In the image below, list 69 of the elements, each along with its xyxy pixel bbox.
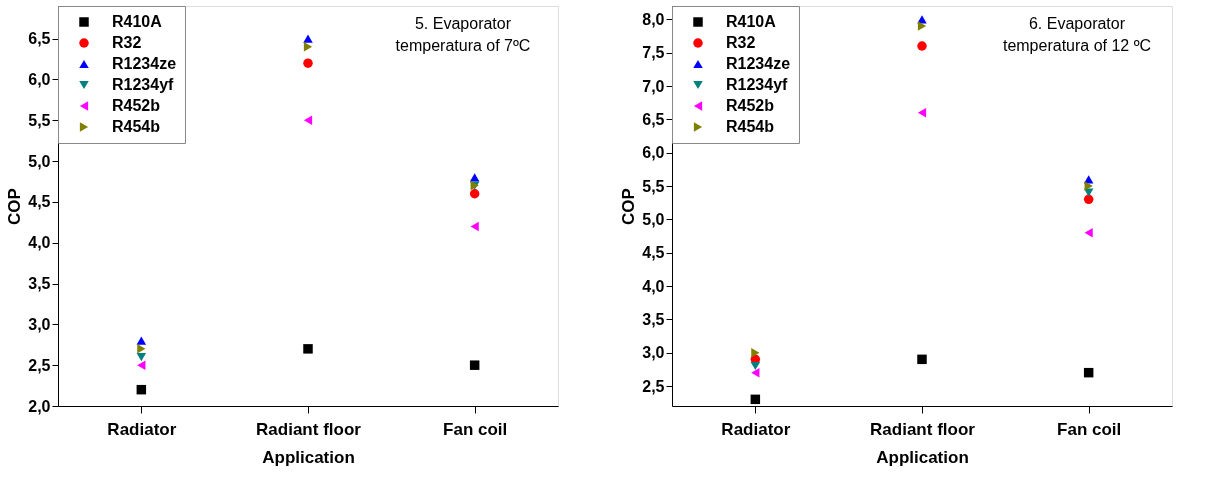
legend-label: R454b <box>726 118 775 135</box>
x-axis-title: Application <box>262 447 355 467</box>
x-axis-title: Application <box>876 447 969 467</box>
annotation: 6. Evaporator temperatura of 12 ºC <box>1002 15 1152 54</box>
x-tick-label: Radiator <box>721 419 791 439</box>
x-tick-label: Fan coil <box>1057 419 1122 439</box>
point <box>1083 367 1094 378</box>
point <box>303 344 313 354</box>
point <box>750 361 761 371</box>
legend-label: R454b <box>112 118 161 135</box>
y-tick-label: 4,5 <box>28 193 51 211</box>
y-tick-label: 6,0 <box>642 144 665 162</box>
x-tick-label: Fan coil <box>443 419 508 439</box>
point <box>303 34 313 43</box>
y-tick-label: 4,0 <box>642 277 665 295</box>
point <box>917 107 927 118</box>
y-tick-label: 8,0 <box>642 10 665 28</box>
legend-label: R452b <box>726 97 775 114</box>
y-tick-label: 5,5 <box>642 177 665 195</box>
point <box>917 41 927 51</box>
point <box>917 21 927 31</box>
point <box>751 347 760 358</box>
y-tick-label: 3,5 <box>642 310 665 328</box>
y-axis-title: COP <box>619 188 639 225</box>
y-tick-label: 2,0 <box>28 397 51 415</box>
legend-label: R1234yf <box>726 76 789 93</box>
point <box>750 394 761 405</box>
y-tick-label: 7,0 <box>642 77 665 95</box>
point <box>303 115 313 126</box>
y-tick-label: 6,5 <box>28 30 51 48</box>
point <box>136 384 147 395</box>
x-tick-label: Radiator <box>107 419 177 439</box>
y-tick-label: 4,0 <box>28 234 51 252</box>
point <box>1084 227 1093 238</box>
point <box>470 221 479 232</box>
point <box>751 367 760 378</box>
legend-label: R452b <box>112 97 161 114</box>
y-tick-label: 5,5 <box>28 111 51 129</box>
legend-label: R32 <box>112 34 142 51</box>
y-tick-label: 4,5 <box>642 244 665 262</box>
x-tick-label: Radiant floor <box>256 419 362 439</box>
y-tick-label: 6,0 <box>28 70 51 88</box>
point <box>917 354 927 365</box>
legend-label: R32 <box>726 34 756 51</box>
point <box>1083 194 1094 205</box>
y-tick-label: 2,5 <box>28 356 51 374</box>
y-axis-title: COP <box>5 188 25 225</box>
y-tick-label: 3,5 <box>28 275 51 293</box>
point <box>136 352 147 362</box>
y-tick-label: 6,5 <box>642 110 665 128</box>
y-tick-label: 2,5 <box>642 377 665 395</box>
legend-label: R1234yf <box>112 76 175 93</box>
point <box>137 344 146 354</box>
annotation: 5. Evaporator temperatura of 7ºC <box>395 15 531 54</box>
legend-label: R1234ze <box>112 55 177 72</box>
point <box>136 336 147 345</box>
y-tick-label: 5,0 <box>642 210 665 228</box>
point <box>469 360 480 370</box>
y-tick-label: 5,0 <box>28 152 51 170</box>
legend-label: R410A <box>726 13 777 30</box>
y-tick-label: 3,0 <box>28 315 51 333</box>
legend-label: R410A <box>112 13 163 30</box>
y-tick-label: 3,0 <box>642 344 665 362</box>
point <box>469 189 480 199</box>
legend-label: R1234ze <box>726 55 791 72</box>
point <box>303 42 313 52</box>
x-tick-label: Radiant floor <box>870 419 976 439</box>
y-tick-label: 7,5 <box>642 44 665 62</box>
point <box>303 58 313 68</box>
